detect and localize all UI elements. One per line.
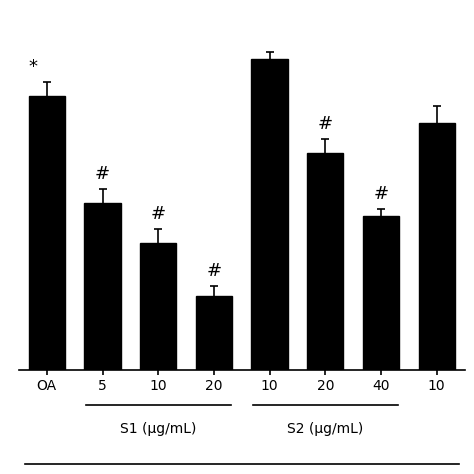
- Text: #: #: [206, 262, 221, 280]
- Text: #: #: [318, 115, 333, 133]
- Bar: [84, 203, 120, 370]
- Bar: [363, 216, 399, 370]
- Bar: [252, 59, 288, 370]
- Bar: [196, 296, 232, 370]
- Bar: [419, 122, 455, 370]
- Text: #: #: [151, 205, 166, 223]
- Bar: [29, 96, 65, 370]
- Text: #: #: [374, 185, 389, 203]
- Bar: [140, 243, 176, 370]
- Text: #: #: [95, 164, 110, 182]
- Text: *: *: [28, 58, 37, 76]
- Text: S1 (μg/mL): S1 (μg/mL): [120, 422, 196, 437]
- Text: S2 (μg/mL): S2 (μg/mL): [287, 422, 364, 437]
- Bar: [307, 153, 343, 370]
